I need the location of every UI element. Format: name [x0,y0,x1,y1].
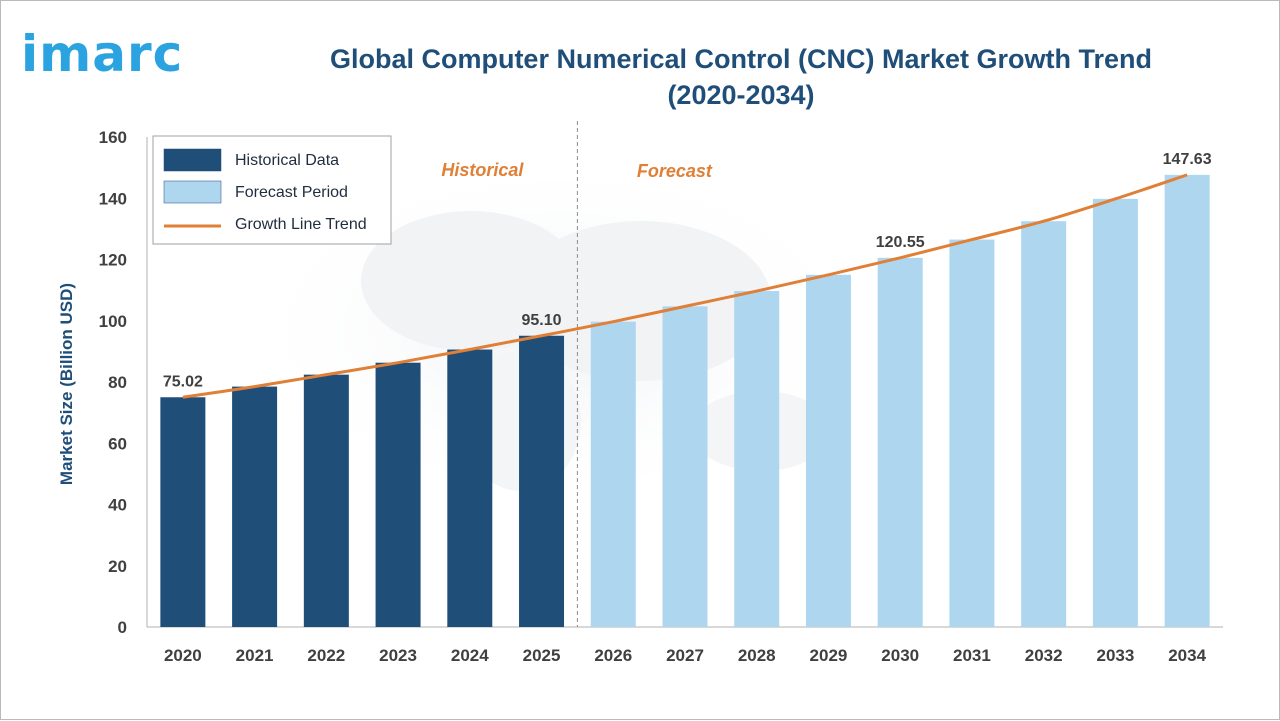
legend-label: Growth Line Trend [235,216,367,233]
x-tick-label: 2029 [810,646,848,665]
bar-2024 [447,349,493,627]
bar-2032 [1021,221,1067,627]
y-tick-label: 120 [99,251,127,270]
y-axis-title: Market Size (Billion USD) [57,283,76,485]
data-label-2025: 95.10 [522,312,562,329]
y-tick-label: 140 [99,189,127,208]
x-tick-label: 2021 [236,646,274,665]
bar-2034 [1164,174,1210,627]
y-tick-label: 40 [108,496,127,515]
x-tick-label: 2025 [523,646,561,665]
legend-label: Historical Data [235,152,339,169]
x-tick-label: 2022 [307,646,345,665]
imarc-logo: imarc [21,25,184,83]
x-tick-label: 2030 [881,646,919,665]
growth-trend-line [182,173,1188,399]
bar-2028 [734,291,780,627]
x-tick-label: 2033 [1096,646,1134,665]
legend-swatch [163,180,222,204]
bar-2033 [1092,198,1138,628]
x-tick-label: 2032 [1025,646,1063,665]
bar-2025 [519,335,565,627]
legend-label: Forecast Period [235,184,348,201]
x-tick-label: 2026 [594,646,632,665]
y-tick-label: 80 [108,373,127,392]
y-tick-label: 160 [99,128,127,147]
bar-2022 [303,374,349,627]
bar-2030 [877,257,923,627]
bar-2027 [662,306,708,627]
x-tick-label: 2023 [379,646,417,665]
bar-2029 [805,274,851,627]
x-tick-label: 2034 [1168,646,1206,665]
bar-2023 [375,362,421,627]
data-label-2034: 147.63 [1163,151,1212,168]
y-tick-label: 0 [118,618,127,637]
x-tick-label: 2020 [164,646,202,665]
historical-annotation: Historical [441,160,524,180]
y-tick-label: 100 [99,312,127,331]
x-tick-label: 2028 [738,646,776,665]
y-tick-label: 20 [108,557,127,576]
chart-title: Global Computer Numerical Control (CNC) … [329,44,1153,110]
y-tick-label: 60 [108,434,127,453]
bar-2020 [160,397,206,627]
x-tick-label: 2024 [451,646,489,665]
data-label-2020: 75.02 [163,373,203,390]
bar-2021 [232,386,278,627]
data-label-2030: 120.55 [876,234,925,251]
forecast-annotation: Forecast [637,161,713,181]
legend-swatch [163,148,222,172]
bar-2031 [949,239,995,627]
x-tick-label: 2031 [953,646,991,665]
bar-2026 [590,321,636,627]
x-tick-label: 2027 [666,646,704,665]
